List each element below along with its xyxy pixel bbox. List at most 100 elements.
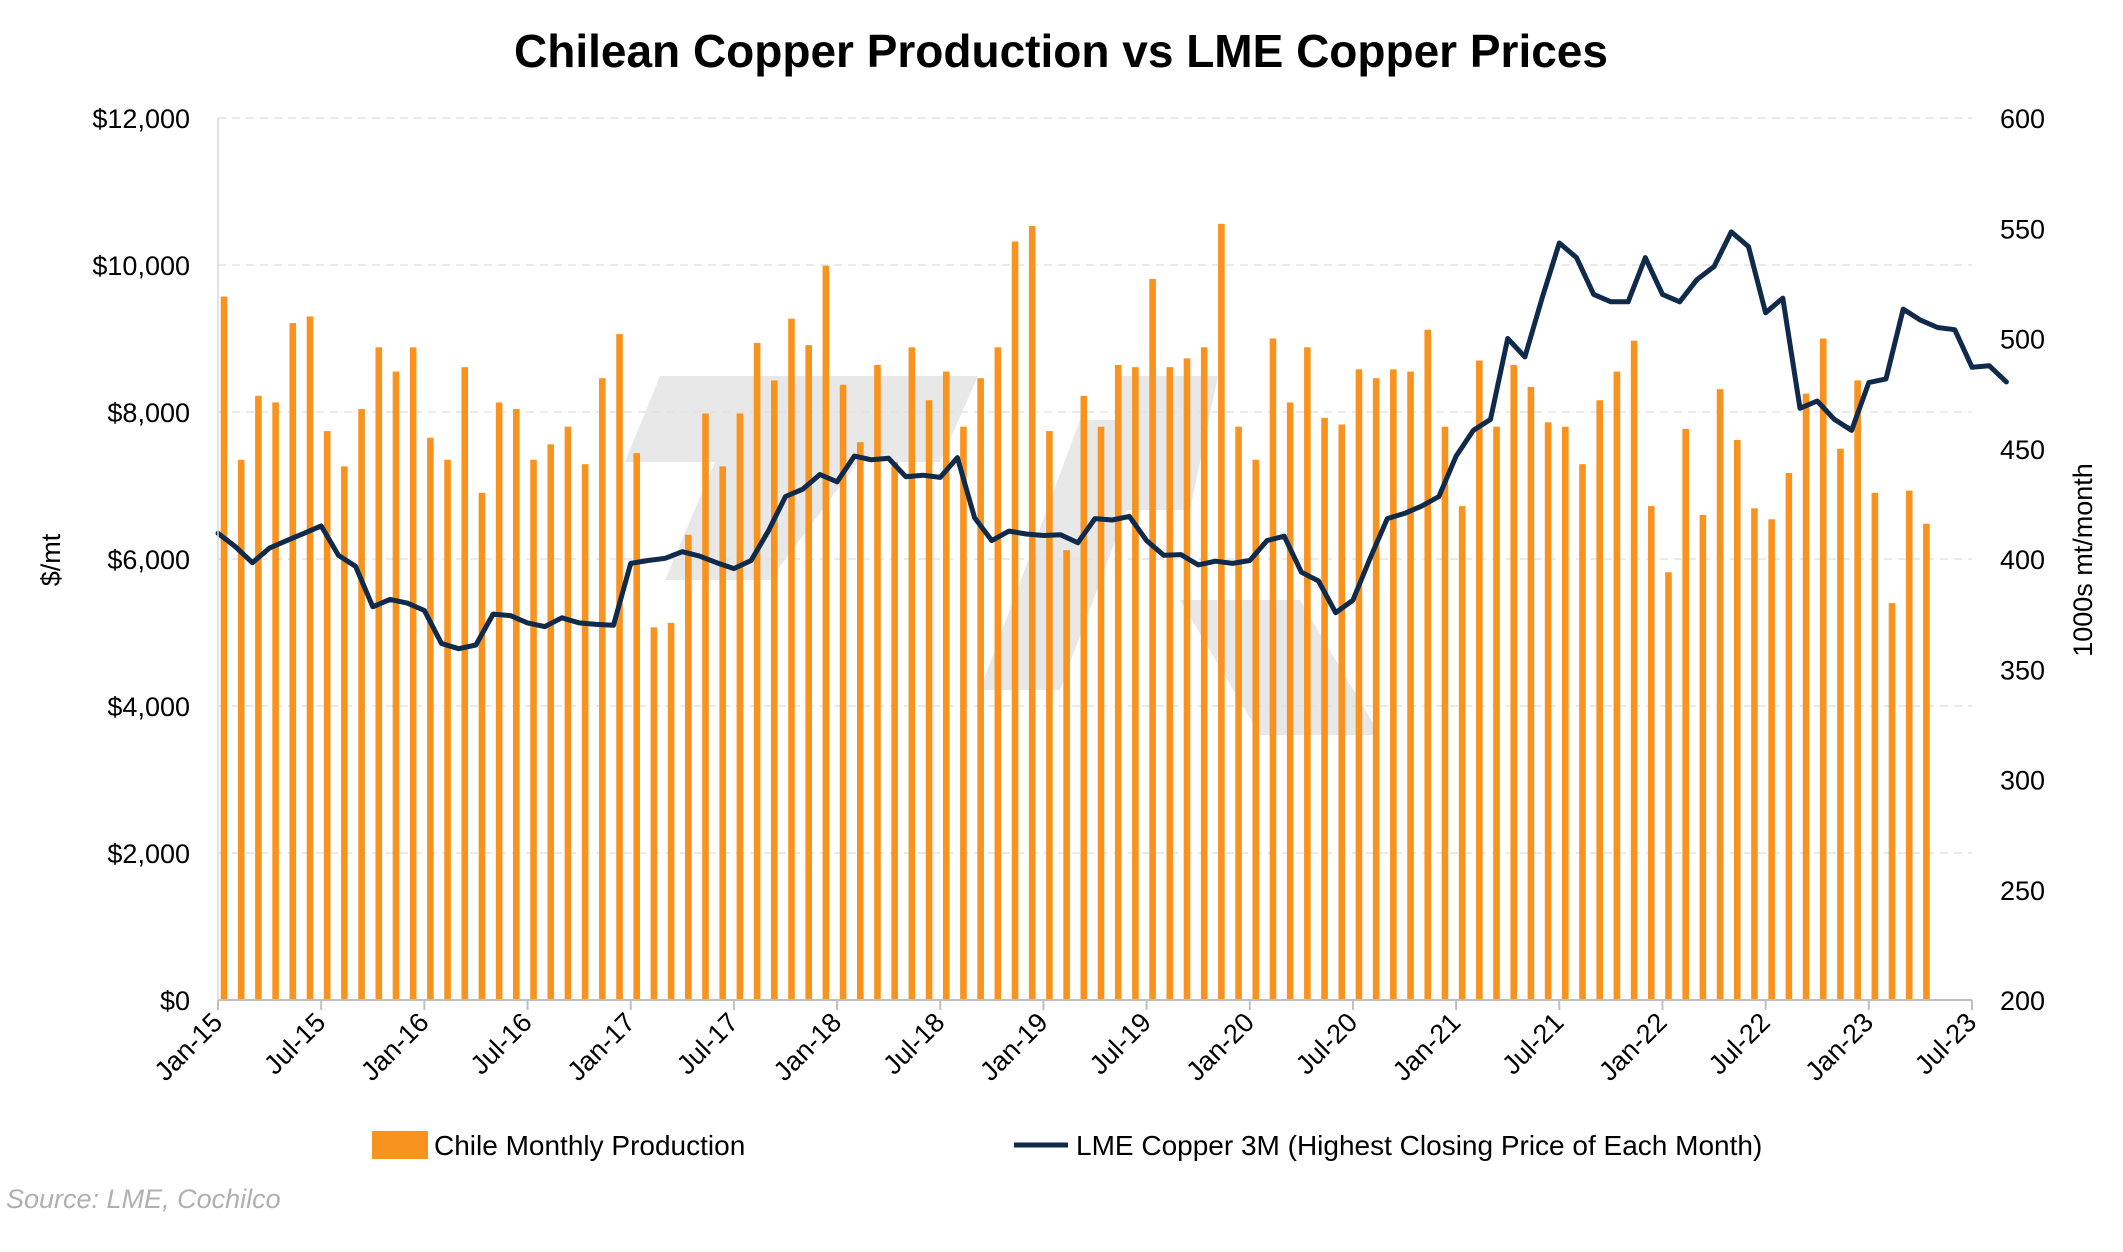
chart-title: Chilean Copper Production vs LME Copper … [514, 25, 1608, 77]
bar [925, 400, 933, 1000]
right-tick-label: 250 [2000, 876, 2045, 906]
left-tick-label: $12,000 [92, 104, 190, 134]
bar [736, 413, 744, 1001]
bar [1407, 371, 1414, 1000]
bar [1372, 378, 1380, 1000]
left-tick-label: $10,000 [92, 251, 190, 281]
bar [375, 347, 383, 1000]
bar [1802, 393, 1810, 1000]
bar [1493, 426, 1500, 1000]
right-tick-label: 550 [2000, 214, 2045, 244]
bar [1269, 338, 1277, 1000]
bar [1716, 389, 1724, 1001]
bar [1114, 364, 1122, 1001]
bar [564, 426, 572, 1000]
bar [444, 459, 451, 1000]
x-tick-label: Jul-17 [671, 1007, 744, 1080]
bar [461, 367, 469, 1000]
left-tick-label: $6,000 [107, 545, 190, 575]
bar [856, 442, 864, 1000]
bar [1613, 371, 1621, 1000]
bar [1733, 439, 1741, 1000]
bar [1476, 360, 1483, 1000]
x-axis-ticks: Jan-15 Jul-15 Jan-16 Jul-16 Jan-17 Jul-17 Jan-… [149, 1000, 1982, 1087]
bar [1905, 490, 1913, 1000]
bar [1097, 426, 1105, 1000]
bar [1819, 338, 1827, 1000]
source-note: Source: LME, Cochilco [6, 1184, 281, 1214]
x-tick-label: Jul-15 [258, 1007, 331, 1080]
left-tick-label: $8,000 [107, 398, 190, 428]
right-tick-label: 350 [2000, 655, 2045, 685]
bar [358, 409, 365, 1000]
bar [341, 466, 348, 1000]
bar [1596, 400, 1604, 1000]
bar [1441, 426, 1449, 1000]
bar [1063, 550, 1070, 1000]
bar [306, 316, 314, 1000]
bar [633, 453, 641, 1000]
bar [1200, 347, 1208, 1000]
bar [547, 444, 555, 1001]
x-tick-label: Jul-19 [1084, 1007, 1157, 1080]
bar [616, 334, 623, 1001]
legend-label-production: Chile Monthly Production [434, 1130, 745, 1161]
legend-swatch-production [372, 1131, 428, 1159]
x-tick-label: Jul-23 [1909, 1007, 1982, 1080]
bar [1510, 364, 1518, 1001]
x-tick-label: Jan-16 [355, 1007, 435, 1087]
x-tick-label: Jan-22 [1593, 1007, 1673, 1087]
bar [874, 364, 881, 1001]
bar [1923, 523, 1930, 1000]
left-tick-label: $4,000 [107, 692, 190, 722]
bar [1390, 369, 1397, 1000]
bar [1544, 422, 1552, 1000]
x-tick-label: Jul-16 [465, 1007, 538, 1080]
bar [323, 431, 331, 1000]
left-axis-ticks: $0 $2,000 $4,000 $6,000 $8,000 $10,000 $12,000 [92, 104, 190, 1016]
bar [272, 402, 279, 1000]
bar [220, 296, 228, 1001]
x-tick-label: Jan-17 [561, 1007, 641, 1087]
bar [1562, 426, 1569, 1000]
bar [599, 378, 606, 1000]
bar [1132, 367, 1139, 1000]
bar [1579, 464, 1586, 1000]
bar [581, 464, 589, 1000]
bar [1630, 340, 1638, 1001]
bar [1149, 278, 1156, 1001]
bar [1665, 572, 1672, 1000]
bar [891, 461, 898, 1001]
production-bars [220, 223, 1930, 1001]
bar [1218, 223, 1225, 1001]
left-tick-label: $2,000 [107, 839, 190, 869]
bar [1166, 367, 1174, 1000]
price-line [215, 229, 2009, 652]
right-tick-label: 450 [2000, 435, 2045, 465]
bar [994, 347, 1002, 1000]
bar [1751, 508, 1758, 1000]
x-tick-label: Jul-21 [1496, 1007, 1569, 1080]
bar [1046, 431, 1053, 1000]
left-axis-label: $/mt [36, 533, 66, 586]
x-tick-label: Jan-15 [149, 1007, 229, 1087]
bar [495, 402, 503, 1000]
bar [1837, 448, 1844, 1000]
x-tick-label: Jul-20 [1290, 1007, 1363, 1080]
bar [770, 380, 778, 1000]
bar [1286, 402, 1294, 1000]
bar [427, 437, 434, 1001]
bar [805, 345, 812, 1000]
bar [977, 378, 984, 1000]
right-tick-label: 200 [2000, 986, 2045, 1016]
legend-label-price: LME Copper 3M (Highest Closing Price of … [1076, 1130, 1762, 1161]
bar [719, 466, 727, 1000]
x-tick-label: Jan-19 [974, 1007, 1054, 1087]
bar [667, 622, 675, 1000]
x-tick-label: Jan-23 [1799, 1007, 1879, 1087]
bar [1785, 473, 1793, 1000]
bar [1768, 519, 1775, 1000]
bar [478, 492, 486, 1000]
x-tick-label: Jan-21 [1387, 1007, 1467, 1087]
